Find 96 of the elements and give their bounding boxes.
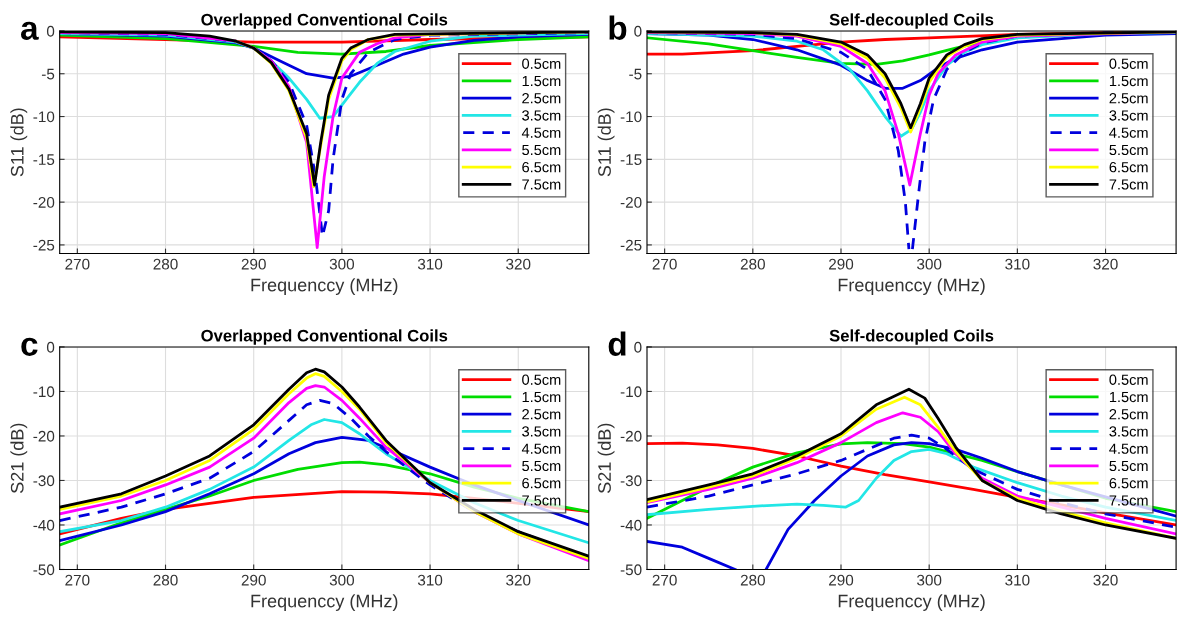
legend-label: 5.5cm <box>522 144 561 156</box>
y-axis-title: S11 (dB) <box>597 108 615 177</box>
legend-label: 2.5cm <box>1109 93 1148 104</box>
x-tick-label: 310 <box>1005 258 1030 270</box>
y-tick-label: -25 <box>33 239 55 251</box>
text: a <box>21 21 39 40</box>
x-axis-title: Frequenccy (MHz) <box>251 278 398 295</box>
text: d <box>608 331 626 356</box>
x-tick-label: 320 <box>506 258 531 270</box>
y-tick-label: -40 <box>620 519 642 531</box>
legend-label: 6.5cm <box>1109 478 1148 489</box>
y-tick-label: -40 <box>33 519 55 531</box>
legend-label: 5.5cm <box>1109 460 1148 472</box>
legend-label: 0.5cm <box>522 58 561 69</box>
legend-label: 7.5cm <box>1109 179 1148 190</box>
legend-label: 2.5cm <box>522 409 561 420</box>
legend-label: 0.5cm <box>1109 58 1148 69</box>
x-tick-label: 290 <box>241 258 266 270</box>
y-tick-label: -10 <box>620 111 642 123</box>
x-tick-label: 280 <box>740 574 765 586</box>
y-tick-label: -10 <box>620 386 642 398</box>
y-tick-label: -5 <box>41 68 55 80</box>
x-axis-title: Frequenccy (MHz) <box>251 594 398 611</box>
y-tick-label: -30 <box>33 475 55 487</box>
chart-title: Self-decoupled Coils <box>829 329 994 345</box>
x-tick-label: 310 <box>417 258 443 270</box>
legend-label: 1.5cm <box>522 391 561 403</box>
y-tick-label: -30 <box>620 475 642 487</box>
y-axis-title: S21 (dB) <box>10 423 28 494</box>
x-tick-label: 290 <box>241 574 266 586</box>
y-tick-label: -5 <box>629 68 642 80</box>
text: b <box>609 15 627 40</box>
x-tick-label: 280 <box>740 258 765 270</box>
y-tick-label: 0 <box>46 341 55 353</box>
y-tick-label: 0 <box>634 341 642 353</box>
legend-label: 3.5cm <box>522 110 561 121</box>
chart-title: Overlapped Conventional Coils <box>201 13 448 29</box>
x-tick-label: 300 <box>329 574 355 586</box>
x-tick-label: 300 <box>917 574 942 586</box>
legend-label: 3.5cm <box>1109 110 1148 121</box>
legend-label: 7.5cm <box>522 179 561 190</box>
y-tick-label: -15 <box>33 154 55 166</box>
legend-label: 5.5cm <box>522 460 561 472</box>
legend-label: 1.5cm <box>522 75 561 87</box>
legend-label: 4.5cm <box>1109 443 1148 454</box>
legend-label: 6.5cm <box>522 162 561 173</box>
legend-label: 6.5cm <box>1109 162 1148 173</box>
y-tick-label: -50 <box>33 564 55 576</box>
x-tick-label: 320 <box>1093 574 1118 586</box>
y-tick-label: -20 <box>620 430 642 442</box>
x-tick-label: 310 <box>417 574 443 586</box>
x-tick-label: 310 <box>1005 574 1030 586</box>
y-tick-label: -10 <box>33 386 55 398</box>
legend-label: 7.5cm <box>1109 495 1148 506</box>
legend-label: 1.5cm <box>1109 75 1148 87</box>
x-tick-label: 270 <box>652 574 677 586</box>
y-tick-label: -15 <box>620 154 642 166</box>
x-tick-label: 290 <box>829 574 854 586</box>
x-tick-label: 320 <box>1093 258 1118 270</box>
y-tick-label: 0 <box>46 25 55 37</box>
y-tick-label: 0 <box>634 25 642 37</box>
x-tick-label: 290 <box>829 258 854 270</box>
legend-label: 7.5cm <box>522 495 561 506</box>
text: c <box>21 337 38 356</box>
legend-label: 3.5cm <box>1109 426 1148 437</box>
x-axis-title: Frequenccy (MHz) <box>838 278 985 295</box>
y-axis-title: S21 (dB) <box>597 423 615 494</box>
legend-label: 2.5cm <box>522 93 561 104</box>
legend-label: 4.5cm <box>1109 127 1148 138</box>
legend-label: 0.5cm <box>1109 374 1148 385</box>
legend-label: 6.5cm <box>522 478 561 489</box>
legend-label: 3.5cm <box>522 426 561 437</box>
y-tick-label: -20 <box>620 197 642 208</box>
y-tick-label: -20 <box>33 197 55 208</box>
x-tick-label: 300 <box>917 258 942 270</box>
y-tick-label: -25 <box>620 239 642 251</box>
x-tick-label: 280 <box>153 574 178 586</box>
x-tick-label: 270 <box>65 574 90 586</box>
x-tick-label: 300 <box>329 258 355 270</box>
y-axis-title: S11 (dB) <box>10 108 28 177</box>
x-tick-label: 320 <box>506 574 531 586</box>
chart-title: Overlapped Conventional Coils <box>201 329 448 345</box>
legend-label: 2.5cm <box>1109 409 1148 420</box>
x-tick-label: 270 <box>652 258 677 270</box>
x-tick-label: 270 <box>65 258 90 270</box>
x-tick-label: 280 <box>153 258 178 270</box>
legend-label: 1.5cm <box>1109 391 1148 403</box>
legend-label: 0.5cm <box>522 374 561 385</box>
legend-label: 5.5cm <box>1109 144 1148 156</box>
legend-label: 4.5cm <box>521 127 561 138</box>
chart-title: Self-decoupled Coils <box>829 13 994 29</box>
y-tick-label: -20 <box>33 430 55 442</box>
y-tick-label: -10 <box>33 111 55 123</box>
x-axis-title: Frequenccy (MHz) <box>838 594 985 611</box>
y-tick-label: -50 <box>620 564 642 576</box>
legend-label: 4.5cm <box>521 443 561 454</box>
